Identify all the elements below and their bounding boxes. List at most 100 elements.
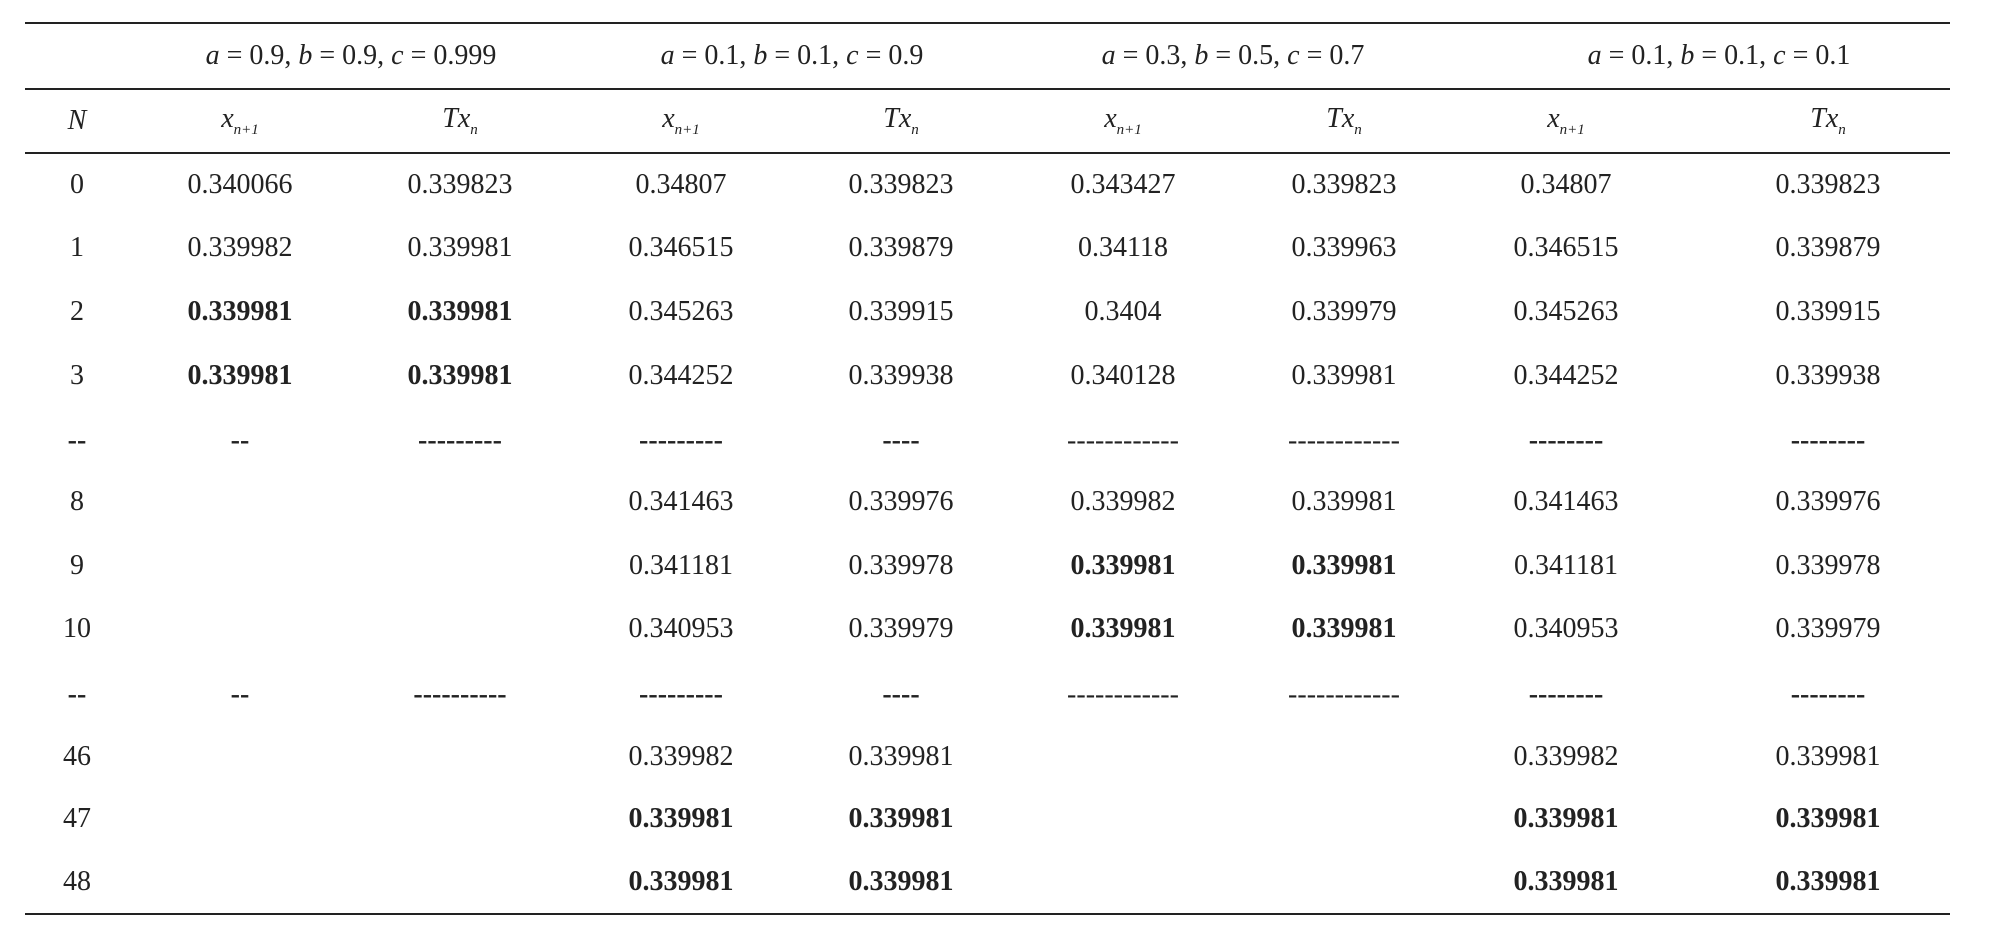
cell: 48: [63, 866, 91, 897]
cell: 0.339823: [848, 169, 954, 200]
cell: 0.339981: [407, 296, 513, 327]
cell: 0.339981: [187, 296, 293, 327]
cell: 0.339981: [187, 360, 293, 391]
symbol: N: [67, 105, 87, 136]
cell: 0.339915: [848, 296, 954, 327]
cell: 0.339979: [1291, 296, 1397, 327]
cell: 0.339981: [1291, 550, 1397, 581]
cell: 0.339981: [848, 741, 954, 772]
cell: 0.339981: [848, 803, 954, 834]
cell: 1: [70, 232, 84, 263]
cell: 0.339982: [187, 232, 293, 263]
column-header: Txn: [1326, 103, 1362, 139]
header-rule: [25, 152, 1950, 154]
cell: 0.339981: [1070, 613, 1176, 644]
cell: 0.339981: [1291, 486, 1397, 517]
cell: 0.339981: [1775, 803, 1881, 834]
cell: 46: [63, 741, 91, 772]
cell: 0.339981: [1291, 360, 1397, 391]
cell: 9: [70, 550, 84, 581]
cell: 0.340128: [1070, 360, 1176, 391]
cell: 0.339938: [848, 360, 954, 391]
subscript: n+1: [1559, 121, 1585, 138]
cell: 0.339981: [628, 866, 734, 897]
cell: 0.344252: [1513, 360, 1619, 391]
cell: 0.340953: [628, 613, 734, 644]
column-header: Txn: [442, 103, 478, 139]
group-header: a = 0.3, b = 0.5, c = 0.7: [1101, 40, 1365, 71]
cell: 0.339879: [1775, 232, 1881, 263]
cell: 0.339978: [1775, 550, 1881, 581]
cell: 0.339823: [1291, 169, 1397, 200]
cell: 0.339823: [407, 169, 513, 200]
column-header: N: [68, 105, 87, 137]
cell: 10: [63, 613, 91, 644]
cell: 0.339981: [1291, 613, 1397, 644]
cell: 0.346515: [628, 232, 734, 263]
cell: 0.339823: [1775, 169, 1881, 200]
bottom-rule: [25, 913, 1950, 915]
subscript: n: [1838, 121, 1846, 138]
column-header: xn+1: [221, 103, 259, 139]
cell: ----: [882, 425, 920, 456]
group-header: a = 0.9, b = 0.9, c = 0.999: [205, 40, 497, 71]
column-header: xn+1: [1104, 103, 1142, 139]
cell: 0.339982: [1513, 741, 1619, 772]
subscript: n+1: [674, 121, 700, 138]
subscript: n+1: [233, 121, 259, 138]
subscript: n: [911, 121, 919, 138]
column-header: Txn: [1810, 103, 1846, 139]
cell: 0.339981: [1070, 550, 1176, 581]
cell: 0: [70, 169, 84, 200]
column-header: xn+1: [662, 103, 700, 139]
group-header: a = 0.1, b = 0.1, c = 0.1: [1587, 40, 1851, 71]
cell: 0.3404: [1084, 296, 1162, 327]
cell: 0.339981: [1775, 741, 1881, 772]
cell: 0.341463: [1513, 486, 1619, 517]
cell: 0.346515: [1513, 232, 1619, 263]
cell: 0.34807: [1520, 169, 1612, 200]
cell: 0.339963: [1291, 232, 1397, 263]
cell: 0.339981: [848, 866, 954, 897]
cell: 0.339981: [1775, 866, 1881, 897]
cell: --: [67, 679, 87, 710]
cell: ------------: [1288, 425, 1400, 456]
symbol: x: [662, 103, 675, 135]
cell: 0.341181: [629, 550, 733, 581]
cell: 0.339978: [848, 550, 954, 581]
cell: --------: [1528, 679, 1604, 710]
cell: 0.340953: [1513, 613, 1619, 644]
symbol: x: [1104, 103, 1117, 135]
cell: 0.343427: [1070, 169, 1176, 200]
cell: ---------: [639, 679, 723, 710]
cell: 0.339981: [407, 360, 513, 391]
cell: 0.34118: [1078, 232, 1168, 263]
group-header: a = 0.1, b = 0.1, c = 0.9: [660, 40, 924, 71]
cell: 0.339981: [407, 232, 513, 263]
cell: 0.339879: [848, 232, 954, 263]
column-header: xn+1: [1547, 103, 1585, 139]
cell: 0.34807: [635, 169, 727, 200]
column-header: Txn: [883, 103, 919, 139]
symbol: Tx: [1810, 103, 1839, 135]
cell: 0.339981: [628, 803, 734, 834]
cell: 0.345263: [1513, 296, 1619, 327]
cell: ------------: [1067, 425, 1179, 456]
subscript: n+1: [1116, 121, 1142, 138]
symbol: Tx: [1326, 103, 1355, 135]
cell: --------: [1528, 425, 1604, 456]
cell: 47: [63, 803, 91, 834]
cell: 0.341181: [1514, 550, 1618, 581]
cell: 0.339976: [848, 486, 954, 517]
header-rule: [25, 88, 1950, 90]
cell: --------: [1790, 425, 1866, 456]
cell: 0.339938: [1775, 360, 1881, 391]
cell: 0.345263: [628, 296, 734, 327]
cell: --: [230, 425, 250, 456]
cell: ---------: [418, 425, 502, 456]
cell: 0.339979: [848, 613, 954, 644]
cell: ---------: [639, 425, 723, 456]
cell: 8: [70, 486, 84, 517]
cell: ----------: [413, 679, 507, 710]
